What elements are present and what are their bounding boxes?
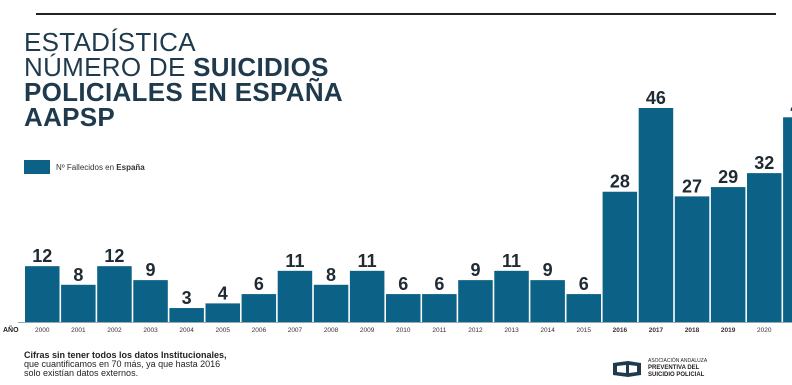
data-label: 8 (326, 265, 336, 285)
legend-label-prefix: Nº Fallecidos en (56, 162, 115, 172)
footnote: Cifras sin tener todos los datos Institu… (24, 351, 227, 378)
x-tick-label: 2014 (540, 327, 555, 334)
bar (97, 266, 132, 322)
footnote-line-3: solo existían datos externos. (24, 368, 139, 378)
data-label: 9 (543, 260, 553, 280)
logo-line-2: PREVENTIVA DEL (648, 365, 700, 371)
data-label: 11 (502, 251, 521, 271)
data-label: 11 (358, 251, 377, 271)
x-tick-label: 2020 (757, 327, 772, 334)
title-line-2-prefix: NÚMERO DE (24, 52, 186, 82)
bar (566, 294, 601, 322)
bar (277, 270, 313, 322)
x-tick-label: 2017 (649, 327, 664, 334)
x-tick-label: 2006 (252, 327, 267, 334)
data-label: 9 (470, 260, 480, 280)
title-line-2-bold: SUICIDIOS (193, 52, 329, 82)
data-label: 11 (285, 251, 304, 271)
logo-line-3: SUICIDIO POLICIAL (648, 372, 705, 378)
data-label: 9 (146, 260, 156, 280)
bar (710, 187, 746, 322)
x-tick-label: 2003 (143, 327, 158, 334)
legend-label: Nº Fallecidos en España (56, 163, 145, 172)
data-label: 3 (182, 288, 192, 308)
data-label: 12 (104, 246, 124, 266)
bar (530, 280, 565, 322)
chart-title: ESTADÍSTICA NÚMERO DE SUICIDIOS POLICIAL… (24, 27, 344, 132)
data-label: 44 (790, 97, 792, 117)
bar (169, 308, 204, 322)
bar (783, 117, 792, 322)
data-label: 8 (73, 265, 83, 285)
logo-text: ASOCIACIÓN ANDALUZA PREVENTIVA DEL SUICI… (648, 358, 707, 379)
x-tick-label: 2000 (35, 327, 50, 334)
bar (602, 191, 638, 322)
x-tick-label: 2012 (468, 327, 483, 334)
bar (241, 294, 277, 322)
bar (674, 196, 710, 322)
x-tick-label: 2010 (396, 327, 411, 334)
data-label: 6 (254, 274, 264, 294)
data-label: 4 (218, 283, 228, 303)
logo-line-1: ASOCIACIÓN ANDALUZA (648, 358, 708, 364)
x-tick-label: 2002 (107, 327, 122, 334)
bar (349, 270, 385, 322)
data-label: 6 (434, 274, 444, 294)
bar (747, 173, 782, 322)
data-label: 29 (718, 167, 738, 187)
data-label: 6 (579, 274, 589, 294)
title-line-3: POLICIALES EN ESPAÑA (24, 77, 344, 107)
x-tick-label: 2009 (360, 327, 375, 334)
bar (458, 280, 493, 322)
data-label: 27 (682, 176, 702, 196)
bar (386, 294, 421, 322)
x-tick-label: 2011 (432, 327, 446, 334)
data-label: 46 (646, 88, 666, 108)
footnote-line-1: Cifras sin tener todos los datos Institu… (24, 350, 227, 360)
logo-icon (613, 360, 641, 377)
bar (422, 294, 457, 322)
legend-label-bold: España (116, 162, 145, 172)
x-tick-label: 2004 (179, 327, 194, 334)
logo: ASOCIACIÓN ANDALUZA PREVENTIVA DEL SUICI… (612, 358, 707, 379)
x-tick-label: 2015 (577, 327, 592, 334)
legend-swatch (24, 160, 50, 174)
x-tick-label: 2016 (613, 327, 628, 334)
x-tick-label: 2018 (685, 327, 700, 334)
x-tick-label: 2019 (721, 327, 736, 334)
bar (494, 270, 529, 322)
x-tick-label: 2008 (324, 327, 339, 334)
x-tick-label: 2013 (504, 327, 519, 334)
bar (313, 284, 349, 322)
x-tick-label: 2005 (216, 327, 231, 334)
x-tick-label: 2001 (71, 327, 86, 334)
bar (205, 303, 240, 322)
bar (25, 266, 60, 322)
bar (133, 280, 168, 322)
title-line-1: ESTADÍSTICA (24, 27, 196, 57)
data-label: 12 (32, 246, 52, 266)
title-line-4: AAPSP (24, 102, 116, 132)
data-label: 32 (754, 153, 774, 173)
bar (61, 284, 96, 322)
data-label: 28 (610, 172, 630, 192)
title-line-2: NÚMERO DE SUICIDIOS (24, 52, 343, 82)
top-rule (36, 13, 776, 15)
x-axis-title: AÑO (3, 325, 19, 334)
data-label: 6 (398, 274, 408, 294)
x-tick-label: 2007 (288, 327, 303, 334)
footnote-line-2: que cuantificamos en 70 más, ya que hast… (24, 359, 221, 369)
bar (638, 108, 674, 322)
legend: Nº Fallecidos en España (24, 160, 145, 174)
